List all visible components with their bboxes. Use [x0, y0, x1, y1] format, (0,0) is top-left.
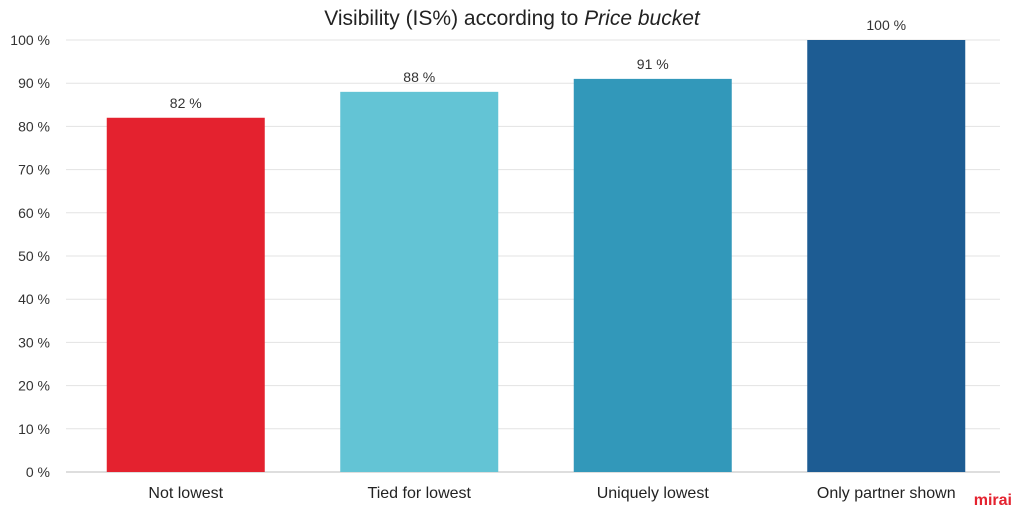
y-tick-label: 50 %: [18, 248, 50, 264]
bar: [106, 117, 265, 472]
y-tick-label: 20 %: [18, 378, 50, 394]
data-label: 82 %: [170, 95, 202, 111]
y-tick-label: 80 %: [18, 118, 50, 134]
y-tick-label: 90 %: [18, 75, 50, 91]
y-tick-label: 40 %: [18, 291, 50, 307]
chart-title: Visibility (IS%) according to Price buck…: [324, 7, 701, 30]
y-tick-label: 0 %: [26, 464, 50, 480]
bar: [807, 40, 966, 472]
bar: [573, 78, 732, 472]
bars: [106, 40, 966, 472]
chart-title-emphasis: Price bucket: [584, 7, 701, 30]
bar: [340, 91, 499, 472]
data-label: 88 %: [403, 69, 435, 85]
category-labels: Not lowest Tied for lowest Uniquely lowest…: [148, 485, 955, 502]
category-label: Only partner shown: [817, 485, 956, 502]
y-tick-label: 30 %: [18, 334, 50, 350]
y-axis-ticks: 0 % 10 % 20 % 30 % 40 % 50 % 60 % 70 % 80 % 90 % 1…: [10, 32, 50, 480]
category-label: Tied for lowest: [368, 485, 472, 502]
category-label: Not lowest: [148, 485, 223, 502]
y-tick-label: 70 %: [18, 162, 50, 178]
y-tick-label: 60 %: [18, 205, 50, 221]
data-labels: 82 % 88 % 91 % 100 %: [170, 17, 906, 111]
y-tick-label: 10 %: [18, 421, 50, 437]
category-label: Uniquely lowest: [597, 485, 710, 502]
mirai-logo: mirai: [973, 492, 1012, 509]
data-label: 100 %: [866, 17, 906, 33]
y-tick-label: 100 %: [10, 32, 50, 48]
data-label: 91 %: [637, 56, 669, 72]
